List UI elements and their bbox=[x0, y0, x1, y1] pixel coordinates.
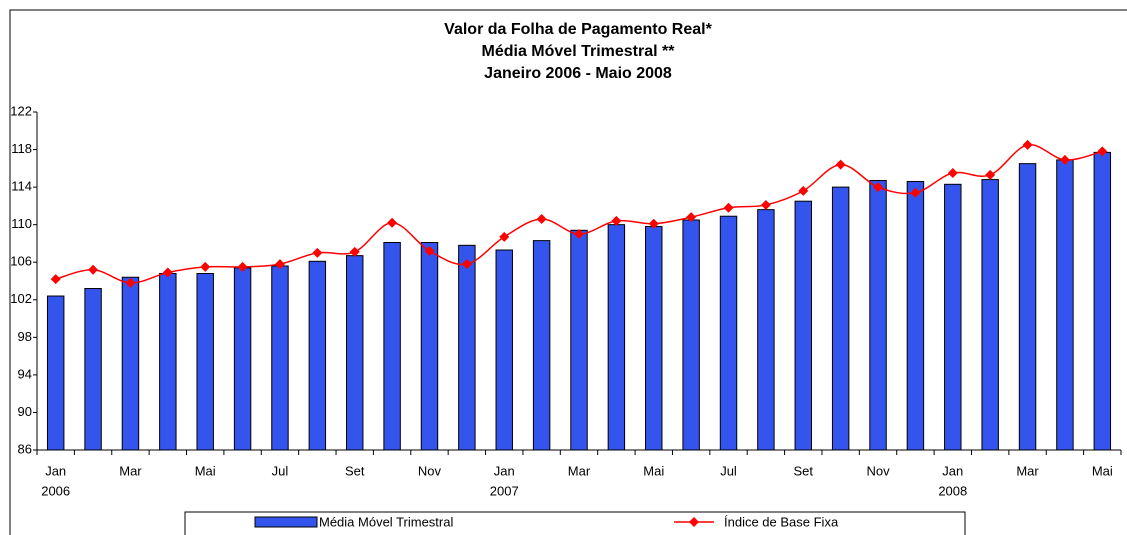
legend-marker bbox=[689, 517, 699, 527]
bar bbox=[46, 295, 65, 451]
x-year-label: 2006 bbox=[41, 483, 70, 498]
x-tick-label: Jul bbox=[720, 463, 737, 478]
marker bbox=[760, 199, 771, 210]
x-tick-label: Mar bbox=[568, 463, 591, 478]
marker bbox=[162, 267, 173, 278]
chart-subtitle: Janeiro 2006 - Maio 2008 bbox=[484, 65, 672, 82]
marker bbox=[1059, 154, 1070, 165]
bar bbox=[495, 249, 513, 451]
marker bbox=[536, 214, 547, 225]
marker bbox=[125, 277, 136, 288]
bar bbox=[906, 180, 925, 451]
marker bbox=[947, 168, 958, 179]
legend-box bbox=[184, 511, 966, 535]
legend-label: Média Móvel Trimestral bbox=[319, 514, 453, 529]
y-tick-label: 94 bbox=[18, 366, 32, 381]
x-year-label: 2008 bbox=[938, 483, 967, 498]
marker bbox=[1097, 146, 1108, 157]
y-tick-label: 118 bbox=[11, 141, 32, 156]
marker bbox=[200, 261, 211, 272]
bar bbox=[682, 219, 700, 451]
marker bbox=[274, 259, 285, 270]
bar bbox=[570, 229, 588, 451]
chart-title: Valor da Folha de Pagamento Real* bbox=[444, 21, 712, 38]
x-tick-label: Jan bbox=[494, 463, 515, 478]
bar bbox=[233, 267, 252, 451]
marker bbox=[237, 261, 248, 272]
bar bbox=[458, 244, 476, 451]
marker bbox=[349, 246, 360, 257]
bar bbox=[981, 179, 999, 451]
bar bbox=[383, 242, 401, 451]
x-tick-label: Mai bbox=[643, 463, 664, 478]
marker bbox=[50, 274, 61, 285]
marker bbox=[686, 212, 697, 223]
bar bbox=[196, 272, 214, 451]
bar bbox=[308, 260, 327, 451]
bar bbox=[121, 276, 140, 451]
bar bbox=[944, 183, 962, 451]
bar bbox=[645, 226, 663, 451]
bar bbox=[607, 224, 626, 451]
x-year-label: 2007 bbox=[490, 483, 519, 498]
x-tick-label: Jul bbox=[272, 463, 289, 478]
marker bbox=[88, 264, 99, 275]
y-tick-label: 102 bbox=[10, 291, 32, 306]
marker bbox=[574, 229, 584, 240]
x-tick-label: Mai bbox=[1092, 463, 1113, 478]
y-tick-label: 98 bbox=[18, 329, 32, 344]
y-tick-label: 114 bbox=[11, 179, 32, 194]
y-tick-label: 90 bbox=[18, 404, 32, 419]
marker bbox=[461, 259, 472, 270]
x-tick-label: Nov bbox=[418, 463, 442, 478]
marker bbox=[312, 247, 323, 258]
x-tick-label: Mai bbox=[195, 463, 216, 478]
marker bbox=[873, 182, 884, 193]
x-tick-label: Mar bbox=[119, 463, 142, 478]
bar bbox=[757, 209, 775, 451]
y-tick-label: 110 bbox=[11, 216, 32, 231]
bar bbox=[346, 255, 364, 451]
chart-frame bbox=[9, 9, 1127, 535]
bar bbox=[532, 240, 551, 451]
marker bbox=[499, 231, 510, 242]
bar bbox=[794, 200, 812, 451]
marker bbox=[648, 218, 659, 229]
y-tick-label: 106 bbox=[10, 254, 32, 269]
chart-subtitle: Média Móvel Trimestral ** bbox=[482, 43, 676, 60]
legend-swatch bbox=[254, 516, 318, 528]
marker bbox=[611, 215, 622, 226]
marker bbox=[1022, 139, 1033, 150]
bar bbox=[420, 242, 439, 451]
x-tick-label: Set bbox=[345, 463, 365, 478]
bar bbox=[84, 288, 102, 451]
x-tick-label: Jan bbox=[45, 463, 66, 478]
bar bbox=[1056, 159, 1074, 451]
marker bbox=[798, 185, 809, 196]
x-tick-label: Set bbox=[794, 463, 814, 478]
y-tick-label: 122 bbox=[10, 103, 32, 118]
x-tick-label: Nov bbox=[866, 463, 890, 478]
bar bbox=[1018, 163, 1037, 451]
marker bbox=[387, 217, 398, 228]
marker bbox=[910, 187, 921, 198]
marker bbox=[835, 159, 846, 170]
marker bbox=[723, 202, 734, 213]
marker bbox=[424, 245, 435, 256]
bar bbox=[719, 215, 738, 451]
bar bbox=[1093, 151, 1112, 451]
bar bbox=[869, 180, 887, 451]
bar bbox=[271, 265, 289, 451]
bar bbox=[159, 272, 177, 451]
legend-label: Índice de Base Fixa bbox=[724, 514, 839, 529]
bar bbox=[831, 186, 850, 451]
y-tick-label: 86 bbox=[18, 441, 32, 456]
marker bbox=[985, 169, 996, 180]
x-tick-label: Jan bbox=[942, 463, 963, 478]
x-tick-label: Mar bbox=[1016, 463, 1039, 478]
